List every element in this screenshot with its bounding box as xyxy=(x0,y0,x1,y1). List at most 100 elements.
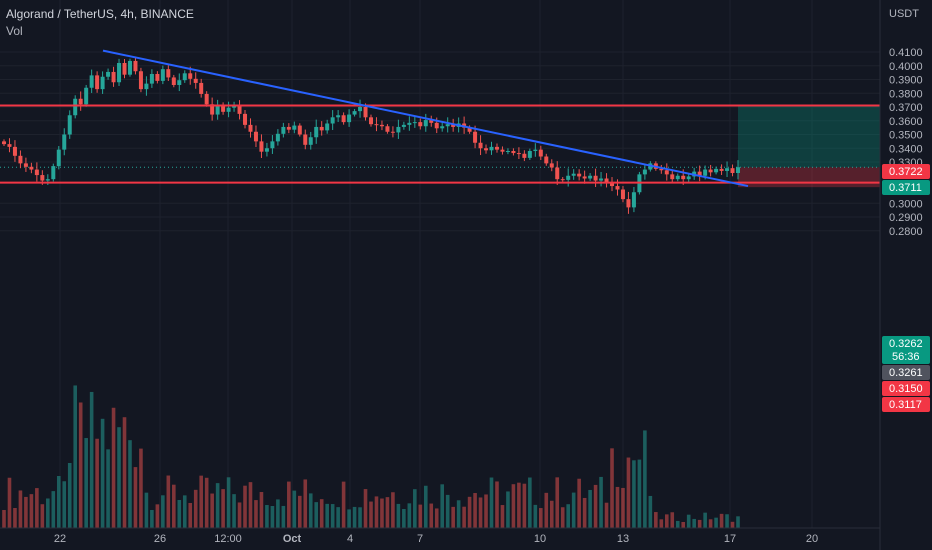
volume-bar xyxy=(330,504,335,528)
volume-bar xyxy=(40,504,45,528)
price-tick-label: 0.3900 xyxy=(889,75,923,87)
volume-bar xyxy=(506,491,510,528)
price-badge xyxy=(882,336,930,364)
candle-body xyxy=(379,124,384,127)
candle-body xyxy=(259,141,264,152)
candle-body xyxy=(527,151,532,158)
volume-bar xyxy=(566,504,570,528)
candle-body xyxy=(484,148,489,151)
candle-body xyxy=(489,146,494,151)
volume-bar xyxy=(133,467,138,528)
price-badge-label: 0.3262 xyxy=(889,338,923,350)
candle-body xyxy=(188,73,193,79)
volume-bar xyxy=(259,492,264,528)
candle-body xyxy=(736,167,740,173)
candle-body xyxy=(620,189,625,200)
time-tick-label: 10 xyxy=(534,533,546,545)
candle-body xyxy=(363,107,368,118)
volume-bar xyxy=(270,505,275,528)
volume-bar xyxy=(363,489,368,528)
volume-bar xyxy=(703,512,707,528)
price-tick-label: 0.4100 xyxy=(889,47,923,59)
candle-body xyxy=(418,122,423,127)
volume-bar xyxy=(341,481,346,528)
candle-body xyxy=(730,168,735,173)
volume-bar xyxy=(555,477,560,528)
volume-bar xyxy=(391,492,395,528)
volume-bar xyxy=(13,507,17,528)
candle-body xyxy=(473,131,478,143)
candle-body xyxy=(352,111,357,115)
downtrend-line[interactable] xyxy=(102,49,749,188)
candle-body xyxy=(297,125,302,135)
volume-bar xyxy=(697,519,702,528)
volume-bar xyxy=(325,503,329,528)
currency-label: USDT xyxy=(889,8,919,20)
volume-bar xyxy=(599,476,603,528)
volume-bar xyxy=(188,502,193,528)
volume-bar xyxy=(418,504,423,528)
candle-body xyxy=(78,98,83,105)
volume-indicator-label[interactable]: Vol xyxy=(6,24,23,38)
candle-body xyxy=(703,169,708,176)
price-axis-panel[interactable] xyxy=(880,0,932,550)
volume-bar xyxy=(588,489,592,528)
candle-body xyxy=(631,192,636,208)
price-badge-label: 0.3261 xyxy=(889,367,923,379)
volume-bar xyxy=(560,507,565,528)
volume-bar xyxy=(544,492,549,528)
volume-bar xyxy=(24,496,28,528)
volume-bar xyxy=(18,490,23,528)
candle-body xyxy=(374,124,379,126)
position-profit-zone[interactable] xyxy=(738,105,880,168)
volume-bar xyxy=(358,507,362,528)
volume-bar xyxy=(708,519,713,528)
candle-body xyxy=(237,106,242,114)
symbol-title[interactable]: Algorand / TetherUS, 4h, BINANCE xyxy=(6,7,194,21)
volume-bar xyxy=(155,504,160,528)
position-loss-zone[interactable] xyxy=(738,167,880,188)
candle-body xyxy=(303,134,308,145)
candle-body xyxy=(45,179,50,181)
volume-bar xyxy=(730,521,735,528)
volume-bar xyxy=(675,520,680,528)
volume-bar xyxy=(719,513,724,528)
price-tick-label: 0.2900 xyxy=(889,212,923,224)
candle-body xyxy=(686,176,691,180)
candle-body xyxy=(516,153,521,155)
candle-body xyxy=(122,63,127,75)
volume-bar xyxy=(347,509,351,528)
volume-bar xyxy=(571,492,576,528)
candle-body xyxy=(67,115,72,135)
price-tick-label: 0.2800 xyxy=(889,226,923,238)
candle-body xyxy=(29,166,34,170)
candle-body xyxy=(401,124,406,127)
volume-bar xyxy=(407,503,412,528)
volume-bar xyxy=(423,485,428,528)
volume-bar xyxy=(511,484,516,528)
volume-bar xyxy=(621,487,625,528)
volume-bar xyxy=(643,430,647,528)
volume-bar xyxy=(319,499,324,528)
candle-body xyxy=(719,168,724,171)
volume-bar xyxy=(681,521,686,528)
time-tick-label: 7 xyxy=(417,533,423,545)
volume-bar xyxy=(369,501,373,528)
candle-body xyxy=(106,71,111,77)
volume-bar xyxy=(686,514,691,528)
volume-bar xyxy=(73,385,78,528)
candle-body xyxy=(292,125,297,130)
candle-body xyxy=(171,77,176,85)
volume-bar xyxy=(648,495,653,528)
candle-body xyxy=(615,186,620,190)
price-badge xyxy=(882,365,930,380)
volume-bar xyxy=(166,475,171,528)
volume-bar xyxy=(303,479,308,528)
bar-countdown-label: 56:36 xyxy=(892,351,920,363)
candle-body xyxy=(182,73,187,81)
candle-body xyxy=(336,115,341,118)
candle-body xyxy=(560,179,565,181)
volume-bar xyxy=(385,497,390,528)
